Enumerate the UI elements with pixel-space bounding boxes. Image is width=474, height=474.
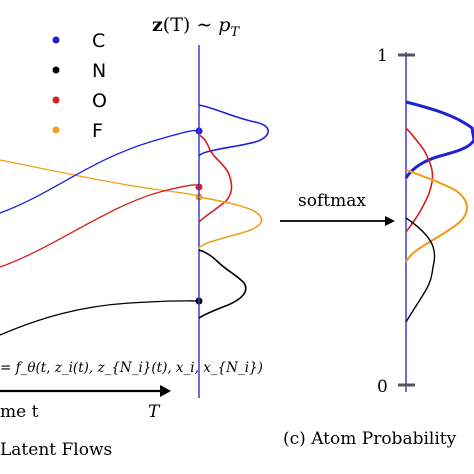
time-axis-arrowhead [160, 385, 171, 397]
legend-marker-f [52, 126, 60, 134]
ode-formula: = f_θ(t, z_i(t), z_{N_i}(t), x_i, x_{N_i… [0, 360, 263, 376]
legend-marker-c [52, 36, 60, 44]
prob-density-n [405, 217, 436, 323]
trajectory-o [0, 184, 200, 268]
legend: C N O F [52, 30, 107, 142]
density-c [198, 104, 269, 157]
trajectory-n [0, 300, 200, 336]
header-formula: z(T) ∼ pT [152, 14, 240, 40]
density-n [198, 249, 247, 319]
softmax-label: softmax [298, 191, 366, 211]
prob-axis-bottom-label: 0 [377, 377, 388, 397]
legend-label-o: O [92, 90, 107, 112]
legend-label-n: N [92, 60, 106, 82]
prob-density-f [405, 168, 468, 263]
time-axis-label: me t [0, 402, 39, 422]
legend-label-c: C [92, 30, 105, 52]
legend-marker-n [52, 66, 60, 74]
legend-marker-o [52, 96, 60, 104]
caption-left: Latent Flows [0, 440, 112, 460]
trajectory-f [0, 159, 200, 198]
prob-density-c [404, 100, 474, 179]
prob-axis-top-label: 1 [377, 46, 388, 66]
trajectory-c [0, 129, 200, 214]
density-o [198, 134, 233, 223]
softmax-arrowhead [385, 216, 395, 226]
density-f [198, 196, 263, 250]
caption-right: (c) Atom Probability [283, 429, 457, 449]
legend-label-f: F [92, 120, 103, 142]
time-axis-end-label: T [148, 402, 161, 422]
prob-density-o [405, 127, 434, 233]
